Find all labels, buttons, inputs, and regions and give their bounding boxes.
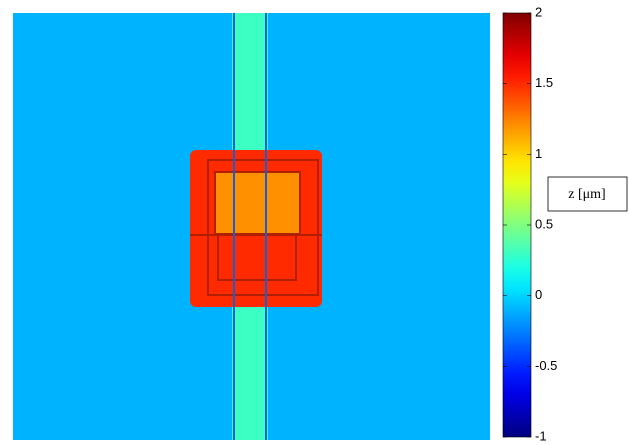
colorbar-tick-label: 0.5 — [535, 216, 553, 231]
colorbar-label: z [μm] — [568, 187, 605, 202]
height-region — [215, 172, 300, 234]
figure: z [μm] -1 -0.5 0 0.5 1 1.5 2 — [0, 0, 629, 445]
colorbar-tick-label: -0.5 — [535, 358, 557, 373]
colorbar — [503, 13, 531, 437]
colorbar-tick-label: 1.5 — [535, 75, 553, 90]
height-map — [13, 13, 490, 440]
colorbar-tick-label: -1 — [535, 428, 547, 443]
colorbar-tick-label: 2 — [535, 4, 542, 19]
colorbar-tick-label: 0 — [535, 287, 542, 302]
colorbar-tick-label: 1 — [535, 146, 542, 161]
